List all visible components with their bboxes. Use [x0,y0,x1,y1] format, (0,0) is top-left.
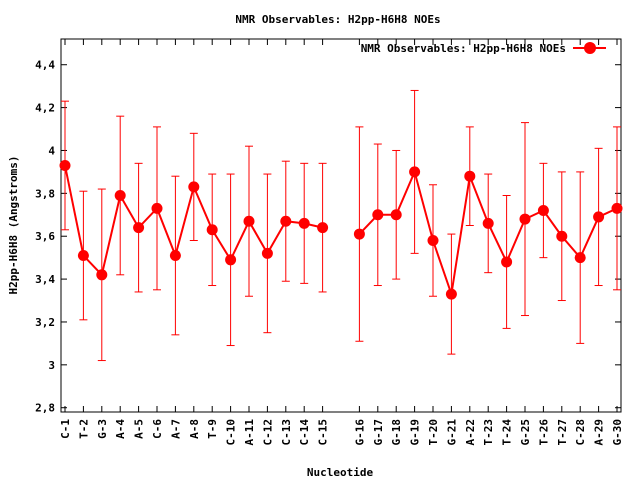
data-point [206,224,218,236]
legend: NMR Observables: H2pp-H6H8 NOEs [361,42,606,55]
legend-label: NMR Observables: H2pp-H6H8 NOEs [361,42,566,55]
y-tick-label: 3 [48,359,55,372]
y-tick-label: 4 [48,144,55,157]
x-tick-label: C-28 [574,419,587,446]
x-tick-label: A-22 [464,419,477,446]
x-tick-label: T-24 [501,419,514,446]
series-lines [64,165,618,295]
x-tick-label: T-2 [77,419,90,439]
x-tick-label: C-15 [317,419,330,446]
x-tick-label: C-13 [280,419,293,446]
data-point [77,250,89,262]
x-tick-label: T-20 [427,419,440,446]
x-tick-label: A-5 [133,419,146,439]
data-point [353,228,365,240]
data-point [188,181,200,193]
data-point [427,235,439,247]
data-points [59,159,623,300]
data-point [372,209,384,221]
y-tick-label: 3,2 [35,316,55,329]
x-tick-label: A-7 [169,419,182,439]
data-point [519,213,531,225]
x-tick-label: G-18 [390,419,403,446]
data-point [464,170,476,182]
data-point [409,166,421,178]
y-tick-label: 3,6 [35,230,55,243]
x-tick-label: A-29 [593,419,606,446]
data-point [501,256,513,268]
x-tick-label: C-6 [151,419,164,439]
x-tick-label: T-9 [206,419,219,439]
data-point [151,202,163,214]
x-tick-label: G-21 [445,419,458,446]
data-point [390,209,402,221]
data-point [243,215,255,227]
x-tick-label: A-11 [243,419,256,446]
x-tick-label: G-3 [96,419,109,439]
x-tick-label: T-27 [556,419,569,446]
data-point [537,204,549,216]
error-bars [61,89,621,362]
data-point [317,222,329,234]
data-point [261,247,273,259]
data-point [96,269,108,281]
data-point [482,217,494,229]
data-point [169,250,181,262]
y-tick-label: 2,8 [35,402,55,415]
data-point [59,159,71,171]
chart-title: NMR Observables: H2pp-H6H8 NOEs [235,13,440,26]
x-axis: C-1 T-2 G-3 A-4 A-5 C-6 A-7 A-8 T-9 C-10 A-11 C-12 C… [59,39,624,446]
data-point [280,215,292,227]
y-tick-label: 3,4 [35,273,55,286]
x-axis-label: Nucleotide [307,466,374,479]
legend-marker [584,42,596,54]
y-tick-label: 3,8 [35,187,55,200]
x-tick-label: C-14 [298,419,311,446]
x-tick-label: C-10 [225,419,238,446]
data-point [225,254,237,266]
data-point [593,211,605,223]
x-tick-label: G-25 [519,419,532,446]
x-tick-label: G-17 [372,419,385,446]
y-axis-label: H2pp-H6H8 (Angstroms) [7,155,20,294]
x-tick-label: C-1 [59,419,72,439]
x-tick-label: C-12 [261,419,274,446]
data-point [556,230,568,242]
x-tick-label: T-23 [482,419,495,446]
x-tick-label: G-19 [409,419,422,446]
data-point [114,189,126,201]
x-tick-label: A-4 [114,419,127,439]
data-point [298,217,310,229]
plot-frame [60,38,622,413]
y-axis: 2,8 3 3,2 3,4 3,6 3,8 4 4,2 4,4 [35,59,621,415]
data-point [133,222,145,234]
data-point [574,252,586,264]
y-tick-label: 4,2 [35,102,55,115]
x-tick-label: G-30 [611,419,624,446]
x-tick-label: A-8 [188,419,201,439]
data-point [611,202,623,214]
y-tick-label: 4,4 [35,59,55,72]
x-tick-label: G-16 [353,419,366,446]
x-tick-label: T-26 [537,419,550,446]
data-point [445,288,457,300]
